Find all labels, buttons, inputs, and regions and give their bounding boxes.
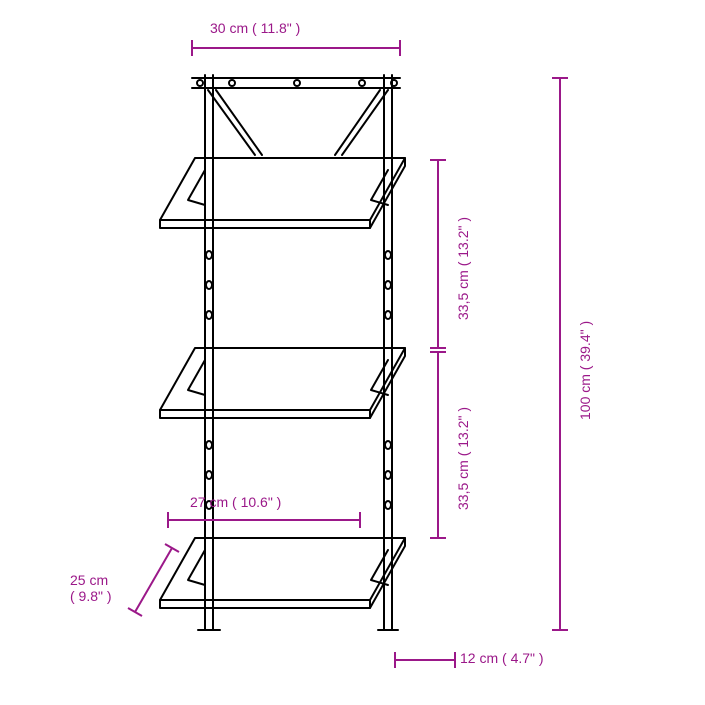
dim-shelf-depth-in: ( 9.8" ) xyxy=(70,588,112,604)
dim-bottom-gap-in: ( 4.7" ) xyxy=(502,650,544,666)
dim-width-top: 30 cm ( 11.8" ) xyxy=(210,20,300,36)
dim-spacing-upper: 33,5 cm ( 13.2" ) xyxy=(455,217,471,320)
dim-bottom-gap-cm: 12 cm xyxy=(460,650,498,666)
dim-shelf-depth-cm: 25 cm xyxy=(70,572,112,588)
dim-total-height-in: ( 39.4" ) xyxy=(577,321,593,370)
dim-bottom-gap: 12 cm ( 4.7" ) xyxy=(460,650,544,666)
dim-spacing-lower-cm: 33,5 cm xyxy=(455,460,471,510)
dim-total-height-cm: 100 cm xyxy=(577,374,593,420)
dim-shelf-width: 27 cm ( 10.6" ) xyxy=(190,494,281,510)
dim-width-top-cm: 30 cm xyxy=(210,20,248,36)
dim-spacing-lower-in: ( 13.2" ) xyxy=(455,407,471,456)
dim-shelf-width-cm: 27 cm xyxy=(190,494,228,510)
dim-shelf-depth: 25 cm ( 9.8" ) xyxy=(70,572,112,604)
dim-width-top-in: ( 11.8" ) xyxy=(252,20,300,36)
dim-total-height: 100 cm ( 39.4" ) xyxy=(577,321,593,420)
dim-shelf-width-in: ( 10.6" ) xyxy=(232,494,281,510)
dim-spacing-upper-cm: 33,5 cm xyxy=(455,270,471,320)
dim-spacing-upper-in: ( 13.2" ) xyxy=(455,217,471,266)
dim-spacing-lower: 33,5 cm ( 13.2" ) xyxy=(455,407,471,510)
